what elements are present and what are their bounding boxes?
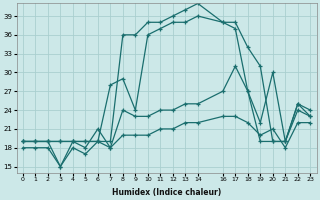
X-axis label: Humidex (Indice chaleur): Humidex (Indice chaleur) (112, 188, 221, 197)
